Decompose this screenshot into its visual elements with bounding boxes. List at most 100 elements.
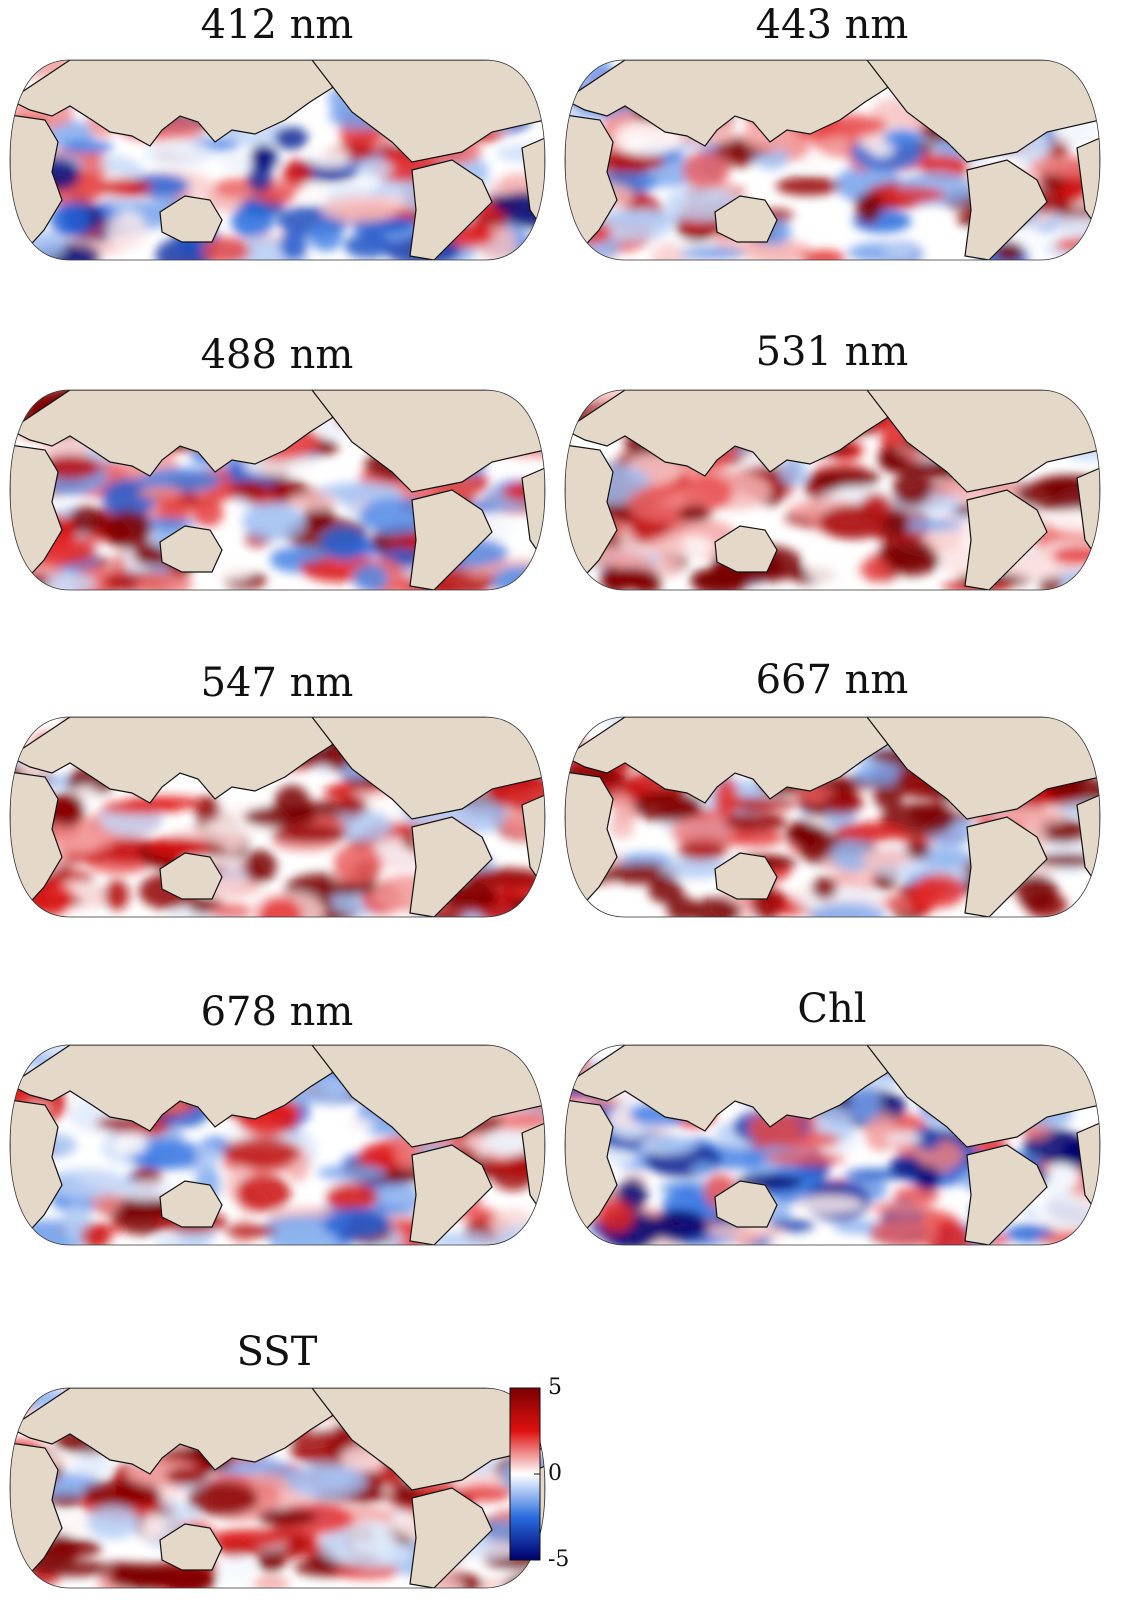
- anomaly-patch: [651, 556, 682, 577]
- anomaly-patch: [1049, 510, 1112, 533]
- anomaly-patch: [892, 472, 931, 505]
- anomaly-patch: [108, 1563, 175, 1590]
- map-field: [0, 1030, 577, 1262]
- panel-title: 547 nm: [201, 660, 354, 706]
- anomaly-patch: [818, 505, 887, 540]
- anomaly-patch: [100, 178, 153, 196]
- map: [0, 1030, 577, 1262]
- anomaly-patch: [257, 1550, 285, 1572]
- anomaly-patch: [231, 203, 274, 239]
- panel-title: 443 nm: [756, 2, 909, 48]
- anomaly-patch: [795, 1195, 864, 1214]
- anomaly-patch: [340, 797, 369, 815]
- anomaly-patch: [111, 200, 135, 212]
- anomaly-patch: [230, 480, 269, 499]
- anomaly-patch: [882, 187, 946, 202]
- anomaly-patch: [856, 193, 881, 223]
- map-field: [530, 44, 1122, 277]
- anomaly-patch: [320, 527, 368, 560]
- anomaly-patch: [243, 807, 317, 828]
- anomaly-patch: [253, 1576, 290, 1591]
- panel-title: 531 nm: [756, 329, 909, 375]
- anomaly-patch: [280, 229, 307, 260]
- panel-title: 667 nm: [756, 657, 909, 703]
- anomaly-patch: [682, 151, 729, 188]
- anomaly-patch: [300, 182, 329, 202]
- map-field: [0, 1373, 584, 1598]
- anomaly-patch: [1034, 1195, 1110, 1228]
- anomaly-patch: [321, 196, 398, 223]
- anomaly-patch: [61, 140, 113, 153]
- anomaly-patch: [344, 233, 392, 258]
- anomaly-patch: [883, 129, 923, 147]
- anomaly-patch: [776, 177, 840, 196]
- anomaly-patch: [765, 1152, 846, 1165]
- anomaly-patch: [358, 159, 393, 178]
- anomaly-patch: [236, 1174, 291, 1212]
- anomaly-patch: [914, 873, 965, 907]
- anomaly-patch: [244, 850, 277, 883]
- panel-title: 488 nm: [201, 332, 354, 378]
- anomaly-patch: [508, 896, 580, 912]
- anomaly-patch: [271, 826, 348, 842]
- anomaly-patch: [667, 896, 698, 922]
- anomaly-patch: [247, 164, 273, 192]
- panel-title: 678 nm: [201, 989, 354, 1035]
- anomaly-patch: [811, 468, 879, 489]
- map: [530, 44, 1122, 277]
- anomaly-patch: [504, 1572, 584, 1598]
- anomaly-patch: [1055, 237, 1108, 253]
- anomaly-patch: [691, 1161, 716, 1175]
- anomaly-patch: [858, 558, 890, 581]
- colorbar-tick-label: 5: [548, 1375, 562, 1400]
- map: [0, 48, 576, 277]
- map-field: [0, 48, 576, 277]
- anomaly-patch: [195, 1146, 222, 1165]
- anomaly-patch: [526, 1042, 554, 1068]
- anomaly-patch: [258, 897, 303, 936]
- anomaly-patch: [811, 877, 837, 900]
- anomaly-patch: [809, 903, 886, 929]
- anomaly-patch: [334, 844, 382, 883]
- anomaly-patch: [187, 1482, 258, 1516]
- anomaly-patch: [785, 824, 830, 846]
- anomaly-patch: [326, 1183, 378, 1211]
- anomaly-patch: [112, 1134, 147, 1156]
- anomaly-patch: [649, 536, 686, 556]
- anomaly-patch: [286, 1464, 367, 1498]
- anomaly-patch: [141, 1513, 166, 1538]
- anomaly-patch: [348, 1520, 396, 1555]
- anomaly-patch: [307, 147, 350, 167]
- map-field: [0, 699, 584, 936]
- anomaly-patch: [87, 1505, 140, 1539]
- anomaly-patch: [353, 564, 388, 594]
- anomaly-patch: [134, 543, 162, 566]
- panels: 412 nm443 nm488 nm531 nm547 nm667 nm678 …: [0, 2, 1130, 1598]
- colorbar: -505: [510, 1375, 569, 1572]
- map: [538, 1028, 1121, 1260]
- map: [0, 699, 584, 936]
- anomaly-patch: [271, 547, 326, 562]
- anomaly-patch: [679, 247, 745, 260]
- anomaly-patch: [166, 1467, 208, 1485]
- anomaly-patch: [0, 1572, 59, 1587]
- anomaly-patch: [344, 1119, 375, 1131]
- map: [534, 372, 1130, 597]
- anomaly-patch: [1045, 237, 1123, 261]
- anomaly-patch: [602, 568, 657, 590]
- anomaly-patch: [512, 381, 554, 400]
- anomaly-patch: [724, 812, 787, 832]
- anomaly-patch: [17, 574, 49, 589]
- anomaly-patch: [678, 505, 711, 522]
- anomaly-patch: [210, 1529, 291, 1548]
- anomaly-patch: [871, 1217, 940, 1248]
- anomaly-patch: [81, 1224, 110, 1250]
- anomaly-patch: [225, 1225, 276, 1238]
- colorbar-tick-label: 0: [548, 1461, 562, 1486]
- anomaly-patch: [257, 1509, 316, 1526]
- anomaly-patch: [1052, 545, 1106, 565]
- map: [543, 702, 1130, 929]
- anomaly-patch: [288, 493, 339, 510]
- anomaly-patch: [871, 1202, 934, 1216]
- anomaly-patch: [282, 160, 312, 187]
